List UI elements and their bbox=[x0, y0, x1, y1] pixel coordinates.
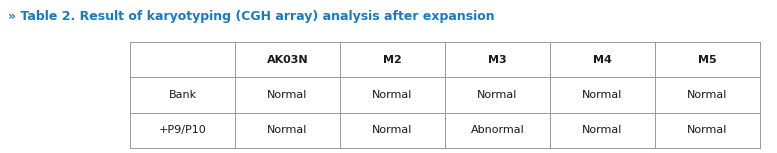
Text: M2: M2 bbox=[383, 55, 402, 65]
Text: +P9/P10: +P9/P10 bbox=[159, 125, 207, 135]
Text: Normal: Normal bbox=[582, 125, 622, 135]
Text: Normal: Normal bbox=[477, 90, 517, 100]
Text: Abnormal: Abnormal bbox=[471, 125, 524, 135]
Text: Normal: Normal bbox=[582, 90, 622, 100]
Text: Normal: Normal bbox=[372, 90, 413, 100]
Text: M3: M3 bbox=[488, 55, 507, 65]
Text: » Table 2. Result of karyotyping (CGH array) analysis after expansion: » Table 2. Result of karyotyping (CGH ar… bbox=[8, 10, 495, 23]
Text: Normal: Normal bbox=[372, 125, 413, 135]
Text: AK03N: AK03N bbox=[267, 55, 308, 65]
Text: Bank: Bank bbox=[169, 90, 197, 100]
Text: Normal: Normal bbox=[267, 90, 308, 100]
Text: M5: M5 bbox=[699, 55, 717, 65]
Text: M4: M4 bbox=[593, 55, 612, 65]
Text: Normal: Normal bbox=[267, 125, 308, 135]
Text: Normal: Normal bbox=[688, 90, 728, 100]
Text: Normal: Normal bbox=[688, 125, 728, 135]
